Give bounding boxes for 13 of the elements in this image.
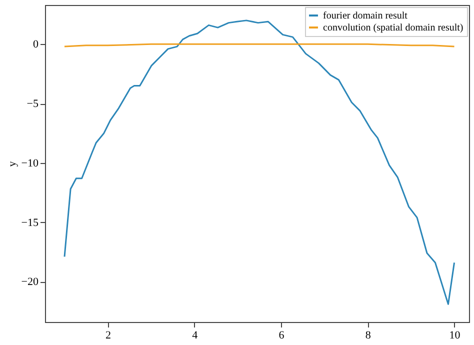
y-tick-label: −15: [21, 216, 39, 229]
x-tick-label: 10: [449, 330, 461, 342]
x-tick-label: 6: [278, 330, 285, 342]
y-tick-label: −5: [26, 98, 39, 110]
y-tick-label: −20: [21, 276, 39, 288]
x-tick-label: 2: [106, 330, 112, 342]
x-tick-label: 8: [365, 330, 372, 342]
legend-label: fourier domain result: [323, 10, 408, 22]
x-tick-label: 4: [192, 330, 198, 342]
legend-label: convolution (spatial domain result): [323, 22, 464, 34]
y-tick-label: −10: [21, 157, 39, 170]
y-tick-label: 0: [33, 38, 39, 51]
y-axis-title: y: [6, 160, 18, 167]
